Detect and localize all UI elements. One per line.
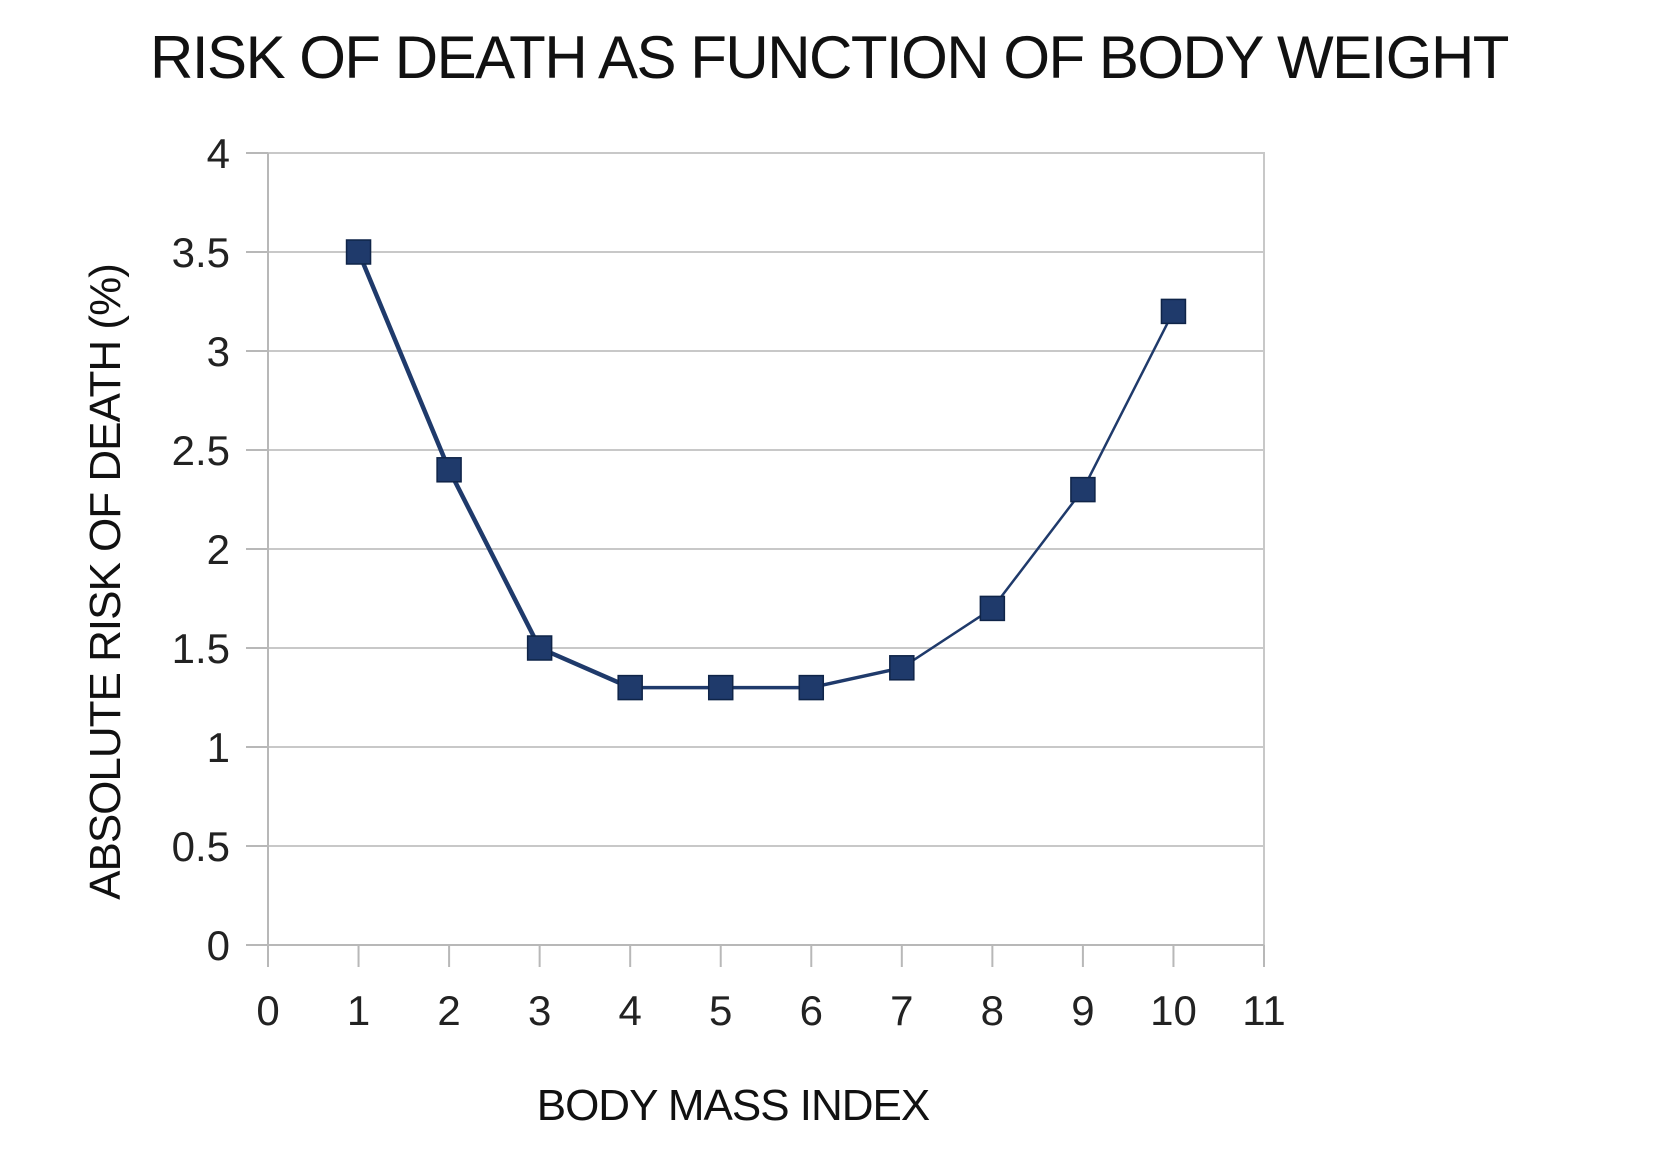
series-line-segment (1081, 310, 1175, 491)
y-tick-label: 1 (207, 724, 230, 771)
x-tick-label: 11 (1242, 987, 1286, 1034)
x-tick-label: 8 (981, 987, 1004, 1034)
axes (267, 153, 1264, 967)
y-tick-label: 3.5 (172, 229, 230, 276)
x-tick-label: 9 (1071, 987, 1094, 1034)
data-point-marker (436, 457, 462, 483)
y-axis-ticks: 0 0.5 1 1.5 2 2.5 3 3.5 4 (172, 130, 268, 969)
gridlines (268, 152, 1264, 946)
x-tick-label: 1 (347, 987, 370, 1034)
y-tick-label: 0.5 (172, 823, 230, 870)
x-axis-label: BODY MASS INDEX (537, 1081, 930, 1130)
data-point-marker (1160, 298, 1187, 325)
x-axis-ticks: 0 1 2 3 4 5 6 7 8 9 10 11 (256, 945, 1286, 1034)
data-point-marker (526, 635, 553, 661)
series-line-segment (356, 249, 452, 473)
y-tick-label: 0 (207, 922, 230, 969)
chart-title: RISK OF DEATH AS FUNCTION OF BODY WEIGHT (150, 24, 1509, 91)
series-line-segment (991, 488, 1085, 610)
data-point-marker (889, 655, 915, 681)
x-tick-label: 2 (437, 987, 460, 1034)
y-tick-label: 1.5 (172, 625, 230, 672)
y-tick-label: 4 (207, 130, 230, 177)
series-line-segment (900, 607, 994, 670)
x-tick-label: 4 (619, 987, 642, 1034)
data-point-marker (979, 595, 1006, 622)
series-line-segment (446, 467, 542, 651)
y-tick-label: 2.5 (172, 427, 230, 474)
data-point-marker (798, 674, 825, 701)
y-tick-label: 2 (207, 526, 230, 573)
series (345, 239, 1187, 701)
y-tick-label: 3 (207, 328, 230, 375)
series-line-segment (537, 645, 633, 690)
data-point-marker (345, 239, 372, 265)
x-tick-label: 5 (709, 987, 732, 1034)
x-tick-label: 6 (800, 987, 823, 1034)
y-axis-label: ABSOLUTE RISK OF DEATH (%) (81, 264, 130, 900)
series-line-segment (809, 666, 904, 690)
x-tick-label: 7 (890, 987, 913, 1034)
data-point-marker (1070, 476, 1096, 503)
x-tick-label: 10 (1150, 987, 1197, 1034)
x-tick-label: 0 (256, 987, 279, 1034)
data-point-marker (617, 674, 643, 701)
data-point-marker (707, 674, 734, 701)
x-tick-label: 3 (528, 987, 551, 1034)
